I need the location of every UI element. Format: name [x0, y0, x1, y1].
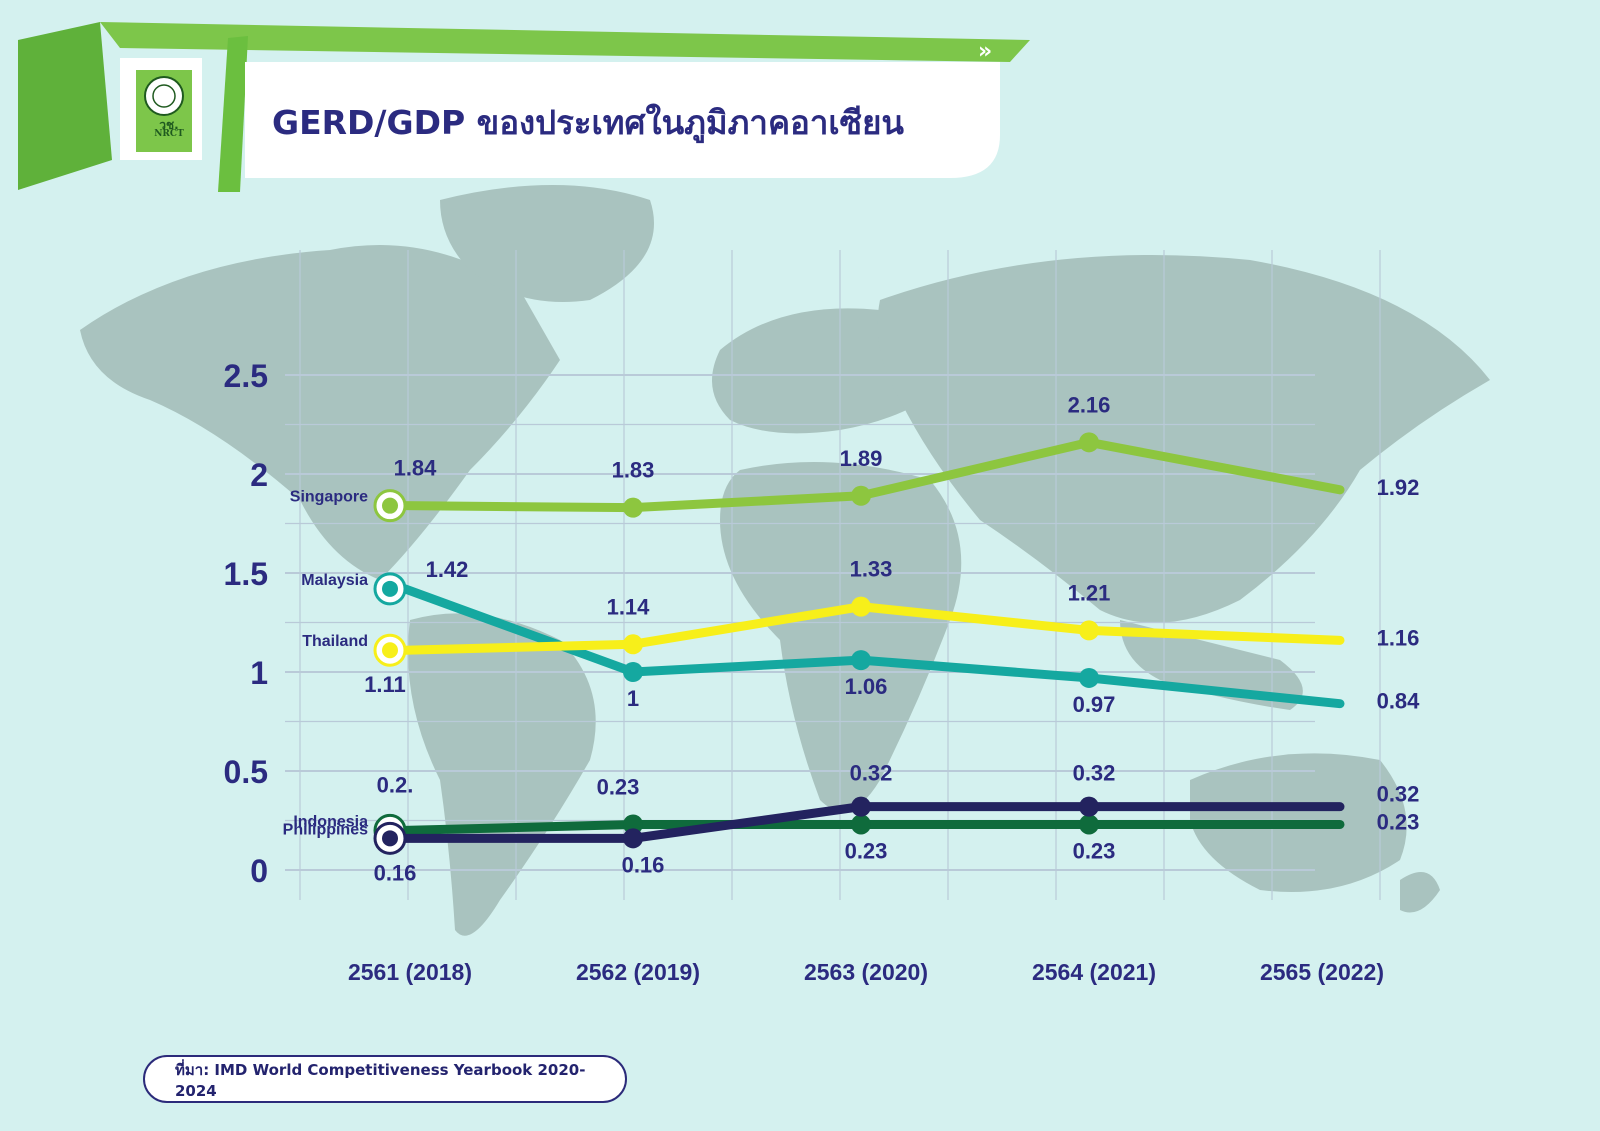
data-point	[1079, 796, 1099, 817]
data-label: 0.32	[850, 761, 893, 786]
data-label: 0.23	[845, 838, 888, 863]
banner-left-ribbon	[18, 22, 112, 190]
data-label: 0.23	[1377, 809, 1420, 834]
series-name-label: Thailand	[302, 633, 368, 650]
series-name-label: Singapore	[290, 489, 368, 506]
data-label: 0.2.	[377, 772, 414, 797]
data-point	[851, 796, 871, 817]
data-label: 1.21	[1068, 580, 1111, 605]
series-name-label: Malaysia	[301, 572, 368, 589]
title-banner: »	[18, 22, 1030, 192]
data-label: 0.23	[1073, 838, 1116, 863]
data-point	[1079, 432, 1099, 453]
x-tick-label: 2563 (2020)	[804, 959, 928, 985]
x-tick-label: 2561 (2018)	[348, 959, 472, 985]
data-point	[1079, 620, 1099, 641]
data-label: 0.23	[597, 774, 640, 799]
data-point	[851, 485, 871, 506]
data-label: 0.97	[1073, 692, 1116, 717]
x-tick-label: 2562 (2019)	[576, 959, 700, 985]
data-point	[623, 814, 643, 835]
data-point	[623, 497, 643, 518]
chart-grid	[285, 250, 1381, 900]
flag-icon-center	[382, 642, 398, 659]
data-label: 0.32	[1377, 782, 1420, 807]
data-label: 1.89	[840, 446, 883, 471]
x-axis-ticks: 2561 (2018) 2562 (2019) 2563 (2020) 2564 (2…	[348, 959, 1384, 985]
y-axis-ticks: 0 0.5 1 1.5 2 2.5	[224, 358, 268, 889]
y-tick-label: 1	[250, 655, 268, 691]
data-label: 0.84	[1377, 689, 1421, 714]
y-tick-label: 0	[250, 853, 268, 889]
data-point	[851, 596, 871, 617]
source-citation: ที่มา: IMD World Competitiveness Yearboo…	[143, 1055, 627, 1103]
logo-emblem-icon	[144, 76, 184, 116]
flag-icon-center	[382, 580, 398, 597]
data-label: 1.84	[394, 456, 438, 481]
chart-series: 1.84 1.83 1.892.161.921.421 1.060.97 0.841.1…	[364, 392, 1420, 885]
data-label: 0.16	[374, 860, 417, 885]
page-title: GERD/GDP ของประเทศในภูมิภาคอาเซียน	[272, 103, 904, 142]
x-tick-label: 2565 (2022)	[1260, 959, 1384, 985]
series-indonesia: 0.2. 0.23 0.23 0.23 0.23	[377, 772, 1420, 863]
map-north-america	[80, 245, 560, 580]
data-label: 1.83	[612, 458, 655, 483]
flag-icon-center	[382, 830, 398, 847]
series-name-label: Indonesia	[293, 813, 368, 830]
y-tick-label: 1.5	[224, 556, 268, 592]
data-point	[1079, 814, 1099, 835]
series-name-label: Philippines	[283, 821, 368, 838]
banner-side-strip	[218, 36, 248, 192]
y-tick-label: 0.5	[224, 754, 268, 790]
data-label: 1	[627, 686, 639, 711]
data-label: 0.16	[622, 852, 665, 877]
data-label: 1.14	[607, 594, 651, 619]
series-singapore: 1.84 1.83 1.89 2.16 1.92	[394, 392, 1420, 518]
data-label: 1.33	[850, 557, 893, 582]
map-africa	[720, 462, 962, 812]
data-point	[623, 634, 643, 655]
series-philippines: 0.16 0.16 0.32 0.32 0.32	[374, 761, 1420, 886]
data-label: 2.16	[1068, 392, 1111, 417]
data-point	[623, 828, 643, 849]
map-greenland	[440, 185, 654, 302]
flag-icon-center	[382, 497, 398, 514]
data-label: 1.42	[426, 557, 469, 582]
logo-thai-text: วช.	[159, 118, 179, 132]
banner-green-strip	[100, 22, 1030, 62]
data-label: 1.92	[1377, 475, 1420, 500]
series-thailand: 1.11 1.14 1.33 1.21 1.16	[364, 557, 1419, 698]
map-new-zealand	[1400, 872, 1440, 913]
data-label: 1.11	[364, 672, 406, 697]
data-label: 1.06	[845, 674, 888, 699]
world-map-background	[80, 185, 1490, 936]
data-point	[851, 814, 871, 835]
series-labels: Singapore Malaysia Thailand IndonesiaPhilip…	[283, 489, 407, 855]
map-south-america	[408, 613, 596, 936]
source-text: ที่มา: IMD World Competitiveness Yearboo…	[175, 1061, 586, 1100]
data-point	[623, 662, 643, 682]
map-southeast-asia	[1120, 620, 1303, 710]
logo-abbreviation: NRCT	[154, 129, 184, 139]
data-point	[1079, 667, 1099, 688]
data-point	[851, 650, 871, 671]
y-tick-label: 2	[250, 457, 268, 493]
data-label: 1.16	[1377, 625, 1420, 650]
banner-white-panel	[245, 62, 1000, 178]
y-tick-label: 2.5	[224, 358, 268, 394]
banner-arrow-icon: »	[978, 39, 992, 64]
data-label: 0.32	[1073, 761, 1116, 786]
map-asia	[877, 255, 1490, 623]
x-tick-label: 2564 (2021)	[1032, 959, 1156, 985]
